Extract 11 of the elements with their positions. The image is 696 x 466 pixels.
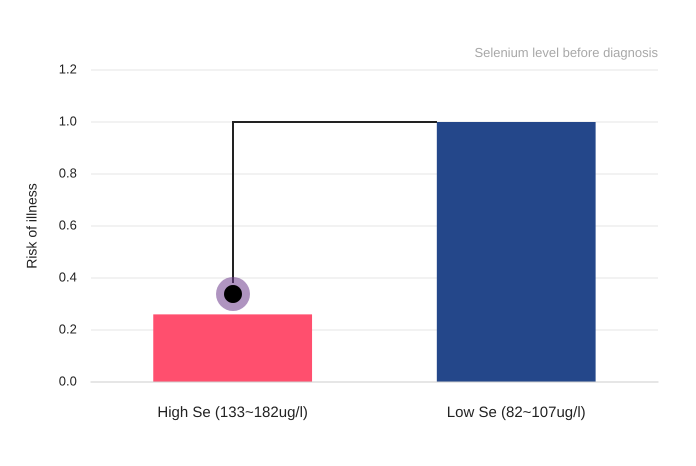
chart-subtitle: Selenium level before diagnosis bbox=[474, 45, 658, 60]
x-tick-label: Low Se (82~107ug/l) bbox=[446, 404, 586, 422]
y-tick-label: 0.0 bbox=[58, 374, 77, 389]
x-tick-label: High Se (133~182ug/l) bbox=[157, 404, 308, 422]
y-axis-title: Risk of illness bbox=[23, 183, 40, 269]
y-tick-label: 1.0 bbox=[58, 114, 77, 129]
y-tick-label: 0.8 bbox=[58, 166, 77, 181]
y-tick-label: 0.4 bbox=[58, 270, 77, 285]
y-tick-label: 1.2 bbox=[58, 62, 77, 77]
y-tick-label: 0.6 bbox=[58, 218, 77, 233]
y-tick-label: 0.2 bbox=[58, 322, 77, 337]
